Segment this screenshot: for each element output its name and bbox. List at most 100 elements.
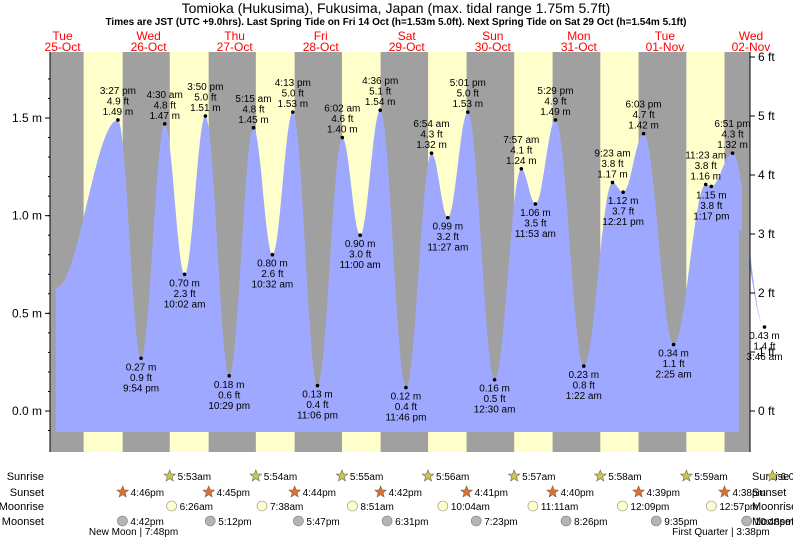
day-header-date: 27-Oct xyxy=(217,40,254,54)
low-tide-label: 11:46 pm xyxy=(385,413,426,424)
sunset-icon xyxy=(632,485,646,498)
sunrise-icon xyxy=(593,469,607,482)
moonset-icon xyxy=(470,515,482,527)
low-tide-label: 0.4 ft xyxy=(306,400,328,411)
moonset-icon xyxy=(293,515,304,527)
moonset-icon xyxy=(381,515,393,527)
sunrise-icon xyxy=(249,469,263,482)
high-tide-label: 1.53 m xyxy=(278,99,309,110)
moonset-time: 9:35pm xyxy=(664,517,697,528)
tide-point xyxy=(251,125,256,130)
legend-right-moonset: Moonset xyxy=(752,516,793,528)
high-tide-label: 7:57 am xyxy=(503,135,539,146)
tide-point xyxy=(340,135,345,140)
low-tide-label: 9:54 pm xyxy=(123,383,159,394)
high-tide-label: 4.6 ft xyxy=(331,114,353,125)
moonset-icon xyxy=(560,515,572,527)
low-tide-label: 2.3 ft xyxy=(173,289,195,300)
low-tide-label: 10:29 pm xyxy=(208,401,250,412)
sunset-icon xyxy=(202,485,216,498)
moonset-time: 6:31pm xyxy=(395,517,428,528)
moonrise-time: 12:57pm xyxy=(719,502,758,513)
day-header-dow: Thu xyxy=(224,29,245,43)
low-tide-label: 1.06 m xyxy=(520,208,551,219)
high-tide-label: 4.7 ft xyxy=(632,110,654,121)
moonset-icon xyxy=(204,515,216,527)
low-tide-label: 0.80 m xyxy=(257,259,288,270)
legend-left-sunset: Sunset xyxy=(10,487,44,499)
sunrise-time: 5:54am xyxy=(264,472,297,483)
low-tide-label: 0.8 ft xyxy=(573,381,595,392)
sunrise-icon xyxy=(421,469,435,482)
low-tide-label: 0.13 m xyxy=(302,390,333,401)
moonrise-time: 8:51am xyxy=(360,502,393,513)
m-tick-label: 0.5 m xyxy=(12,306,42,320)
low-tide-label: 11:00 am xyxy=(340,260,381,271)
sunset-time: 4:38pm xyxy=(733,488,766,499)
moonrise-icon xyxy=(166,500,177,512)
moonrise-icon xyxy=(256,500,268,512)
moonset-icon xyxy=(650,515,662,527)
moonset-time: 7:23pm xyxy=(484,517,517,528)
high-tide-label: 4.8 ft xyxy=(154,100,176,111)
high-tide-label: 1.32 m xyxy=(717,140,748,151)
moonrise-time: 6:26am xyxy=(180,502,213,513)
tide-point xyxy=(641,131,646,136)
tide-point xyxy=(671,342,676,347)
ft-tick-label: 3 ft xyxy=(758,227,775,241)
tide-point xyxy=(730,151,735,155)
axes: 0.0 m 0.5 m 1.0 m 1.5 m 0 ft 1 ft 2 ft 3 ft 4 ft… xyxy=(12,50,775,452)
moonrise-icon xyxy=(437,500,449,512)
high-tide-label: 1.17 m xyxy=(597,169,628,180)
sunrise-time: 5:59am xyxy=(694,472,727,483)
moonset-icon xyxy=(741,515,752,527)
tide-point xyxy=(762,325,767,329)
sunrise-icon xyxy=(679,469,693,482)
low-tide-label: 3.7 ft xyxy=(612,207,634,218)
low-tide-label: 0.43 m xyxy=(749,331,780,342)
moonrise-icon xyxy=(706,500,717,512)
low-tide-label: 0.90 m xyxy=(345,239,376,250)
day-header-dow: Tue xyxy=(52,29,73,43)
day-header-date: 25-Oct xyxy=(45,40,82,54)
low-tide-label: 1.15 m xyxy=(696,190,727,201)
sunset-time: 4:42pm xyxy=(389,488,422,499)
tide-point xyxy=(358,233,362,237)
low-tide-label: 3.5 ft xyxy=(524,218,546,229)
tide-point xyxy=(162,122,167,126)
high-tide-label: 5:15 am xyxy=(235,94,271,105)
low-tide-label: 11:27 am xyxy=(427,243,468,254)
high-tide-label: 1.47 m xyxy=(149,111,180,122)
day-header-dow: Mon xyxy=(567,29,590,43)
tide-point xyxy=(315,383,320,388)
high-tide-label: 3:50 pm xyxy=(187,82,223,93)
sunset-icon xyxy=(288,485,302,498)
tide-point xyxy=(203,114,208,118)
moonset-time: 4:42pm xyxy=(130,517,163,528)
day-header-date: 26-Oct xyxy=(131,40,168,54)
day-header-dow: Fri xyxy=(314,29,328,43)
high-tide-label: 5.0 ft xyxy=(194,93,216,104)
m-tick-label: 0.0 m xyxy=(12,404,42,418)
low-tide-label: 1.4 ft xyxy=(753,342,775,353)
tide-point xyxy=(429,151,434,155)
ft-tick-label: 0 ft xyxy=(758,404,775,418)
moon-phase-label: First Quarter | 3:38pm xyxy=(672,527,770,538)
high-tide-label: 1.54 m xyxy=(365,97,396,108)
sunrise-icon xyxy=(766,469,779,482)
high-tide-label: 4.9 ft xyxy=(544,96,566,107)
tide-point xyxy=(519,166,524,171)
sunset-time: 4:45pm xyxy=(217,488,250,499)
moonset-time: 10:48pm xyxy=(755,517,793,528)
high-tide-label: 1.49 m xyxy=(103,107,134,118)
high-tide-label: 4:13 pm xyxy=(275,78,311,89)
low-tide-label: 3.0 ft xyxy=(349,250,371,261)
tide-point xyxy=(553,118,558,122)
sunset-time: 4:44pm xyxy=(303,488,336,499)
ft-tick-label: 4 ft xyxy=(758,168,775,182)
moonrise-time: 12:09pm xyxy=(630,502,669,513)
low-tide-label: 3.2 ft xyxy=(437,232,459,243)
day-header-date: 30-Oct xyxy=(475,40,512,54)
